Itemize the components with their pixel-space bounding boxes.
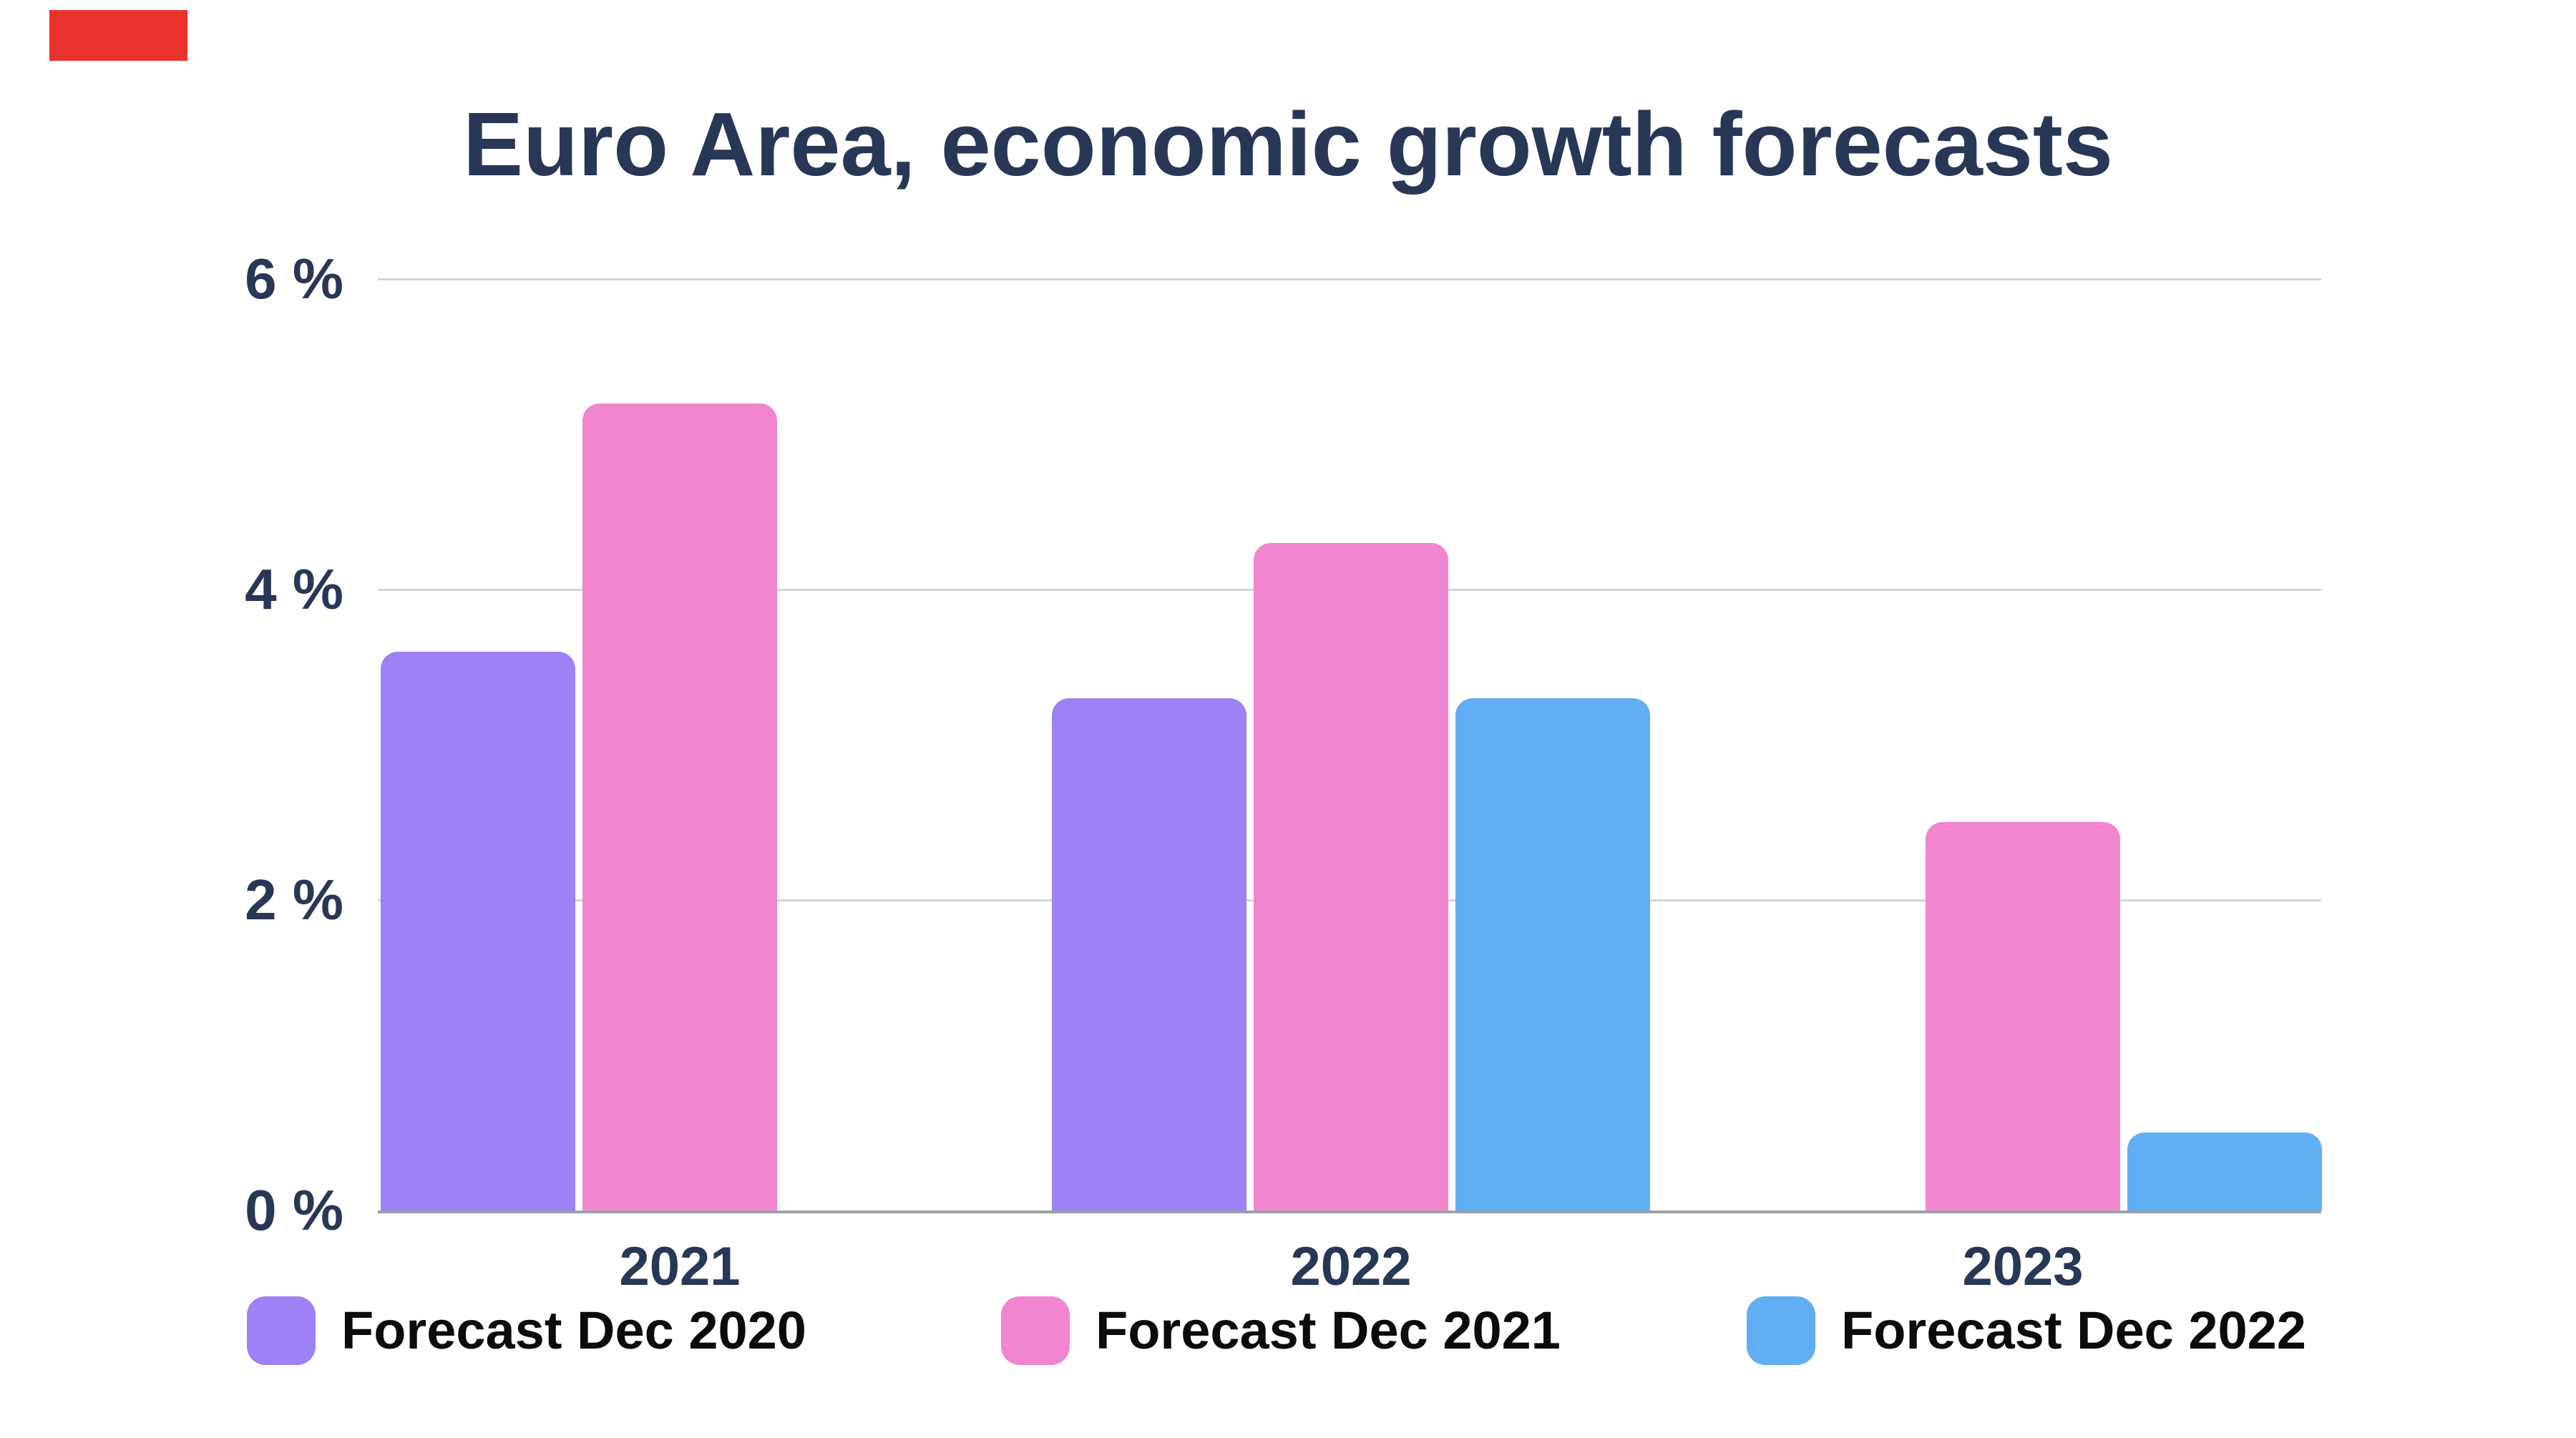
x-tick-label-2023: 2023 [1962, 1236, 2084, 1297]
y-tick-label-4: 4 % [245, 557, 343, 621]
plot-area [378, 278, 2322, 1213]
legend-swatch-icon [1747, 1296, 1815, 1365]
bar-2022-forecast-dec-2021 [1254, 543, 1448, 1210]
legend-item-forecast-dec-2020: Forecast Dec 2020 [247, 1296, 806, 1365]
legend-label: Forecast Dec 2022 [1841, 1301, 2306, 1360]
x-axis-baseline [378, 1210, 2321, 1213]
y-tick-label-0: 0 % [245, 1178, 343, 1242]
legend-item-forecast-dec-2021: Forecast Dec 2021 [1001, 1296, 1561, 1365]
y-tick-label-6: 6 % [245, 247, 343, 310]
y-tick-label-2: 2 % [245, 868, 343, 931]
legend-swatch-icon [1001, 1296, 1070, 1365]
bar-2021-forecast-dec-2020 [381, 652, 575, 1210]
red-corner-mark [49, 10, 187, 61]
legend-swatch-icon [247, 1296, 316, 1365]
x-tick-label-2021: 2021 [619, 1236, 741, 1297]
bar-2022-forecast-dec-2022 [1455, 698, 1650, 1210]
x-tick-label-2022: 2022 [1290, 1236, 1412, 1297]
bar-2022-forecast-dec-2020 [1052, 698, 1246, 1210]
gridline-6-percent [378, 278, 2321, 280]
legend-label: Forecast Dec 2020 [341, 1301, 806, 1360]
chart-title: Euro Area, economic growth forecasts [463, 94, 2113, 195]
bar-2023-forecast-dec-2021 [1926, 822, 2120, 1210]
bar-2023-forecast-dec-2022 [2127, 1133, 2322, 1210]
bar-2021-forecast-dec-2021 [582, 403, 777, 1210]
legend-item-forecast-dec-2022: Forecast Dec 2022 [1747, 1296, 2306, 1365]
legend-label: Forecast Dec 2021 [1096, 1301, 1561, 1360]
